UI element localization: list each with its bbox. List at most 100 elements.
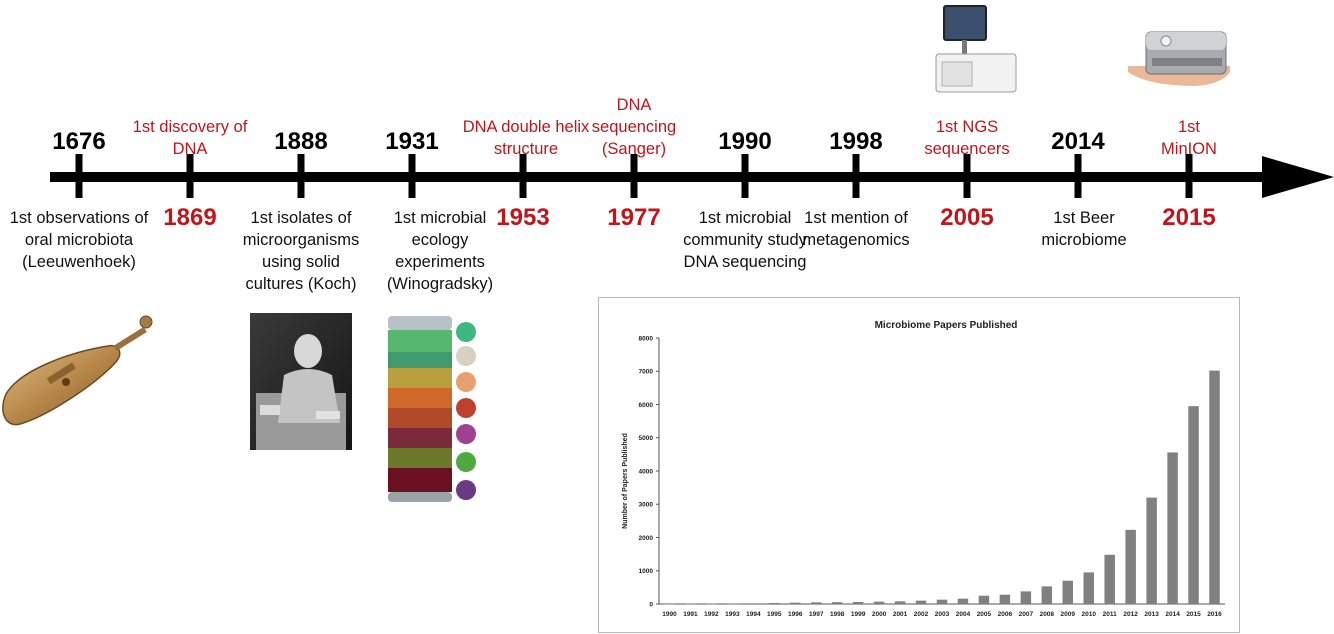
chart-bar — [894, 601, 906, 604]
koch-portrait-image — [250, 313, 352, 450]
chart-bar — [664, 603, 675, 605]
event-label-top: DNA sequencing (Sanger) — [591, 96, 677, 158]
event-label-bottom: 1st microbial ecology experiments (Winog… — [386, 209, 494, 293]
year-label-bottom: 1977 — [607, 204, 661, 231]
chart-x-tick-label: 1995 — [767, 611, 782, 618]
chart-x-tick-label: 1996 — [788, 611, 803, 618]
minion-device-image — [1128, 31, 1230, 86]
chart-x-tick-label: 2008 — [1040, 611, 1055, 618]
chart-x-tick-label: 2004 — [956, 611, 971, 618]
chart-bar — [873, 601, 885, 604]
year-label-top: 1888 — [274, 128, 328, 155]
year-label-top: 1931 — [385, 128, 439, 155]
timeline-tick — [408, 154, 416, 198]
chart-x-tick-label: 2014 — [1165, 611, 1180, 618]
timeline-tick — [1185, 154, 1193, 198]
chart-x-tick-label: 1994 — [746, 611, 761, 618]
event-label-bottom: 1st Beer microbiome — [1041, 209, 1127, 249]
chart-bar — [1167, 452, 1178, 604]
chart-y-tick-label: 3000 — [639, 502, 654, 509]
year-label-bottom: 1869 — [163, 204, 217, 231]
year-label-bottom: 1953 — [496, 204, 550, 231]
event-label-top: 1st MinION — [1161, 118, 1217, 158]
timeline-tick — [630, 154, 638, 198]
chart-x-tick-label: 2012 — [1123, 611, 1138, 618]
chart-x-tick-label: 1993 — [725, 611, 740, 618]
chart-y-tick-label: 7000 — [639, 369, 654, 376]
chart-x-tick-label: 1992 — [704, 611, 719, 618]
chart-bar — [1209, 370, 1220, 604]
chart-x-tick-label: 1998 — [830, 611, 845, 618]
chart-y-tick-label: 2000 — [639, 535, 654, 542]
chart-bar — [999, 594, 1011, 604]
chart-x-tick-label: 2001 — [893, 611, 908, 618]
timeline-arrowhead — [1262, 156, 1334, 198]
bar-chart: Microbiome Papers Published Number of Pa… — [622, 320, 1225, 618]
event-label-top: 1st discovery of DNA — [132, 118, 248, 158]
timeline-tick — [963, 154, 971, 198]
chart-bar — [1125, 529, 1136, 604]
event-label-bottom: 1st observations of oral microbiota (Lee… — [9, 209, 149, 271]
chart-y-tick-label: 4000 — [639, 468, 654, 475]
chart-bar — [1041, 586, 1053, 604]
chart-x-tick-label: 2011 — [1103, 611, 1117, 618]
timeline-tick — [852, 154, 860, 198]
chart-bar — [727, 603, 738, 605]
event-label-bottom: 1st microbial community study DNA sequen… — [683, 209, 807, 271]
chart-bar — [1104, 554, 1115, 604]
ngs-sequencer-image — [935, 5, 1017, 93]
chart-x-tick-label: 2005 — [977, 611, 992, 618]
timeline-tick — [297, 154, 305, 198]
chart-x-tick-label: 2007 — [1019, 611, 1034, 618]
chart-x-tick-label: 2016 — [1207, 611, 1222, 618]
timeline-tick — [186, 154, 194, 198]
chart-bar — [936, 599, 948, 604]
event-label-top: DNA double helix structure — [462, 118, 590, 158]
timeline-axis — [50, 172, 1280, 182]
chart-bar — [915, 600, 927, 604]
event-label-bottom: 1st isolates of microorganisms using sol… — [242, 209, 360, 293]
chart-x-tick-label: 2015 — [1186, 611, 1201, 618]
chart-bar — [1020, 591, 1032, 604]
chart-x-tick-label: 1997 — [809, 611, 824, 618]
timeline-tick — [741, 154, 749, 198]
chart-x-tick-label: 2000 — [872, 611, 887, 618]
chart-bar — [769, 603, 780, 604]
chart-bar — [706, 603, 717, 605]
chart-bar — [957, 598, 969, 604]
chart-y-axis-label: Number of Papers Published — [622, 433, 629, 529]
chart-x-tick-label: 2013 — [1144, 611, 1159, 618]
chart-y-tick-label: 6000 — [639, 402, 654, 409]
chart-y-tick-label: 5000 — [639, 435, 654, 442]
chart-bar — [1062, 580, 1074, 604]
event-label-bottom: 1st mention of metagenomics — [802, 209, 910, 249]
year-label-bottom: 2005 — [940, 204, 994, 231]
chart-title: Microbiome Papers Published — [875, 320, 1018, 331]
winogradsky-column-image — [388, 316, 476, 502]
chart-x-tick-label: 2009 — [1061, 611, 1076, 618]
chart-bar — [831, 602, 843, 604]
chart-x-tick-label: 2006 — [998, 611, 1013, 618]
chart-bar — [810, 602, 822, 604]
chart-bar — [978, 595, 990, 604]
timeline-tick — [75, 154, 83, 198]
chart-x-tick-label: 2003 — [935, 611, 950, 618]
chart-x-tick-label: 1990 — [662, 611, 677, 618]
chart-y-tick-label: 1000 — [639, 568, 654, 575]
year-label-top: 2014 — [1051, 128, 1105, 155]
timeline-tick — [519, 154, 527, 198]
leeuwenhoek-microscope-image — [2, 315, 153, 426]
chart-x-tick-label: 1991 — [683, 611, 698, 618]
timeline-tick — [1074, 154, 1082, 198]
chart-bar — [685, 603, 696, 605]
chart-x-tick-label: 2002 — [914, 611, 929, 618]
year-label-top: 1990 — [718, 128, 772, 155]
chart-x-tick-label: 1999 — [851, 611, 866, 618]
event-label-top: 1st NGS sequencers — [924, 118, 1010, 158]
chart-bar — [1146, 497, 1157, 604]
chart-y-tick-label: 0 — [649, 601, 653, 608]
chart-bar — [748, 603, 759, 604]
year-label-bottom: 2015 — [1162, 204, 1216, 231]
chart-bar — [852, 602, 864, 604]
chart-bar — [1188, 406, 1199, 604]
